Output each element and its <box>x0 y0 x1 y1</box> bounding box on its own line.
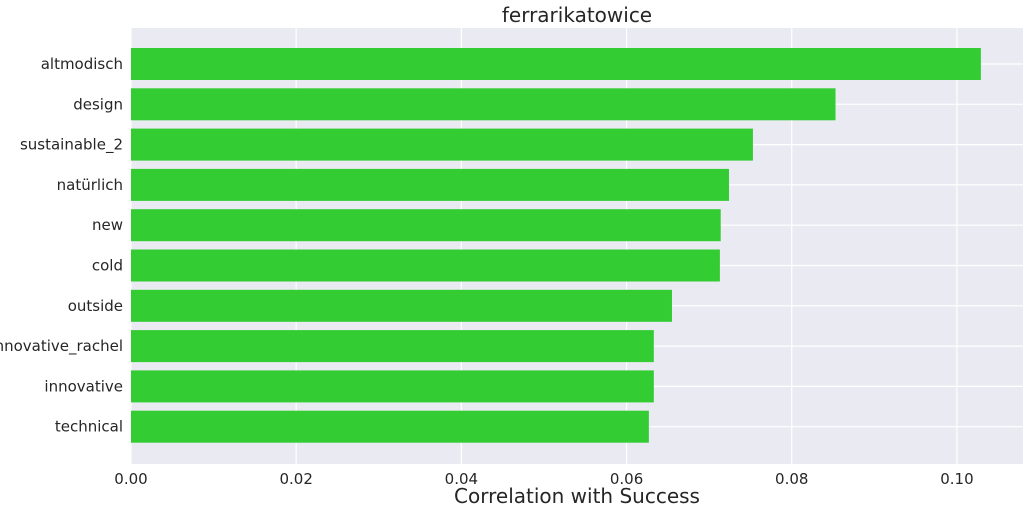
y-tick-label: new <box>92 216 123 234</box>
bar-innovative <box>131 370 654 403</box>
bar-cold <box>131 249 720 282</box>
y-tick-label: innovative <box>44 377 123 395</box>
y-tick-label: cold <box>92 257 123 275</box>
y-tick-label: technical <box>55 418 123 436</box>
y-tick-label: design <box>73 95 123 113</box>
y-tick-label: outside <box>68 297 123 315</box>
y-tick-labels: altmodisch design sustainable_2 natürlich ne… <box>0 55 123 436</box>
bar-innovative_rachel <box>131 330 654 363</box>
bar-sustainable_2 <box>131 128 753 161</box>
x-tick-label: 0.00 <box>114 470 147 488</box>
bars <box>131 48 981 443</box>
y-tick-label: sustainable_2 <box>20 136 123 155</box>
bar-natürlich <box>131 168 729 201</box>
x-tick-label: 0.10 <box>940 470 973 488</box>
x-tick-label: 0.08 <box>775 470 808 488</box>
y-tick-label: innovative_rachel <box>0 337 123 356</box>
bar-altmodisch <box>131 48 981 80</box>
x-tick-label: 0.04 <box>445 470 478 488</box>
x-tick-label: 0.02 <box>279 470 312 488</box>
x-tick-label: 0.06 <box>610 470 643 488</box>
bar-design <box>131 88 836 121</box>
x-tick-labels: 0.00 0.02 0.04 0.06 0.08 0.10 <box>114 470 973 488</box>
y-tick-label: altmodisch <box>41 55 123 73</box>
y-tick-label: natürlich <box>57 176 123 194</box>
x-axis-label: Correlation with Success <box>454 484 700 508</box>
bar-outside <box>131 289 672 322</box>
bar-new <box>131 209 721 242</box>
chart-title: ferrarikatowice <box>502 3 652 27</box>
bar-technical <box>131 410 649 443</box>
